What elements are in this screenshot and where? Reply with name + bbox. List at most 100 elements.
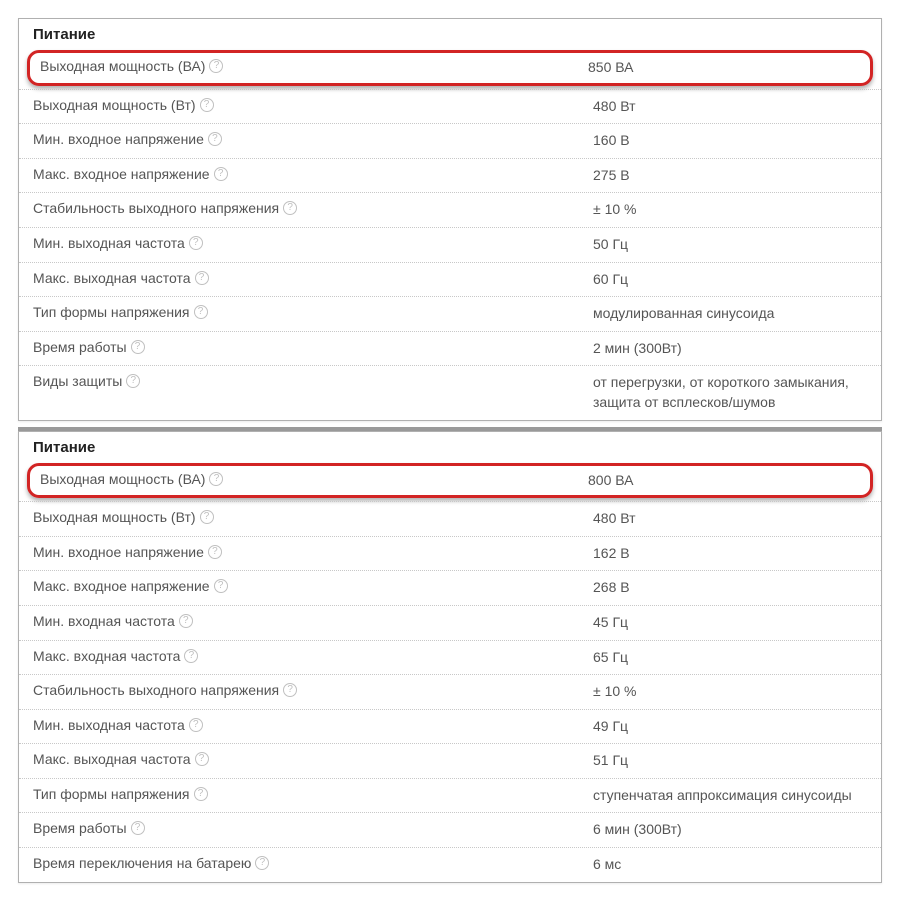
spec-row: Выходная мощность (ВА) ? 850 ВА bbox=[30, 53, 870, 83]
spec-row: Макс. входное напряжение?275 В bbox=[19, 158, 881, 193]
help-icon[interactable]: ? bbox=[209, 472, 223, 486]
spec-row: Мин. выходная частота?49 Гц bbox=[19, 709, 881, 744]
help-icon[interactable]: ? bbox=[179, 614, 193, 628]
help-icon[interactable]: ? bbox=[195, 752, 209, 766]
spec-label: Время работы? bbox=[33, 339, 593, 355]
highlighted-row: Выходная мощность (ВА) ? 850 ВА bbox=[27, 50, 873, 86]
spec-label: Тип формы напряжения? bbox=[33, 304, 593, 320]
spec-label: Макс. входная частота? bbox=[33, 648, 593, 664]
spec-label: Макс. входное напряжение? bbox=[33, 578, 593, 594]
panel-title: Питание bbox=[19, 432, 881, 460]
spec-value: 51 Гц bbox=[593, 751, 867, 771]
spec-row: Выходная мощность (Вт)?480 Вт bbox=[19, 501, 881, 536]
spec-value: 60 Гц bbox=[593, 270, 867, 290]
help-icon[interactable]: ? bbox=[200, 510, 214, 524]
spec-label-text: Виды защиты bbox=[33, 373, 122, 389]
spec-value: 268 В bbox=[593, 578, 867, 598]
spec-label-text: Мин. выходная частота bbox=[33, 235, 185, 251]
spec-label: Выходная мощность (Вт)? bbox=[33, 97, 593, 113]
spec-label-text: Выходная мощность (Вт) bbox=[33, 509, 196, 525]
spec-value: 65 Гц bbox=[593, 648, 867, 668]
spec-value: 2 мин (300Вт) bbox=[593, 339, 867, 359]
spec-row: Мин. входное напряжение?162 В bbox=[19, 536, 881, 571]
help-icon[interactable]: ? bbox=[195, 271, 209, 285]
spec-row: Время переключения на батарею? 6 мс bbox=[19, 847, 881, 882]
help-icon[interactable]: ? bbox=[255, 856, 269, 870]
spec-value: 275 В bbox=[593, 166, 867, 186]
spec-row: Мин. входная частота?45 Гц bbox=[19, 605, 881, 640]
spec-row: Выходная мощность (ВА) ? 800 ВА bbox=[30, 466, 870, 496]
help-icon[interactable]: ? bbox=[194, 305, 208, 319]
spec-label-text: Выходная мощность (ВА) bbox=[40, 58, 205, 74]
spec-value: 49 Гц bbox=[593, 717, 867, 737]
help-icon[interactable]: ? bbox=[208, 132, 222, 146]
help-icon[interactable]: ? bbox=[194, 787, 208, 801]
help-icon[interactable]: ? bbox=[200, 98, 214, 112]
spec-label: Выходная мощность (ВА) ? bbox=[40, 58, 588, 74]
spec-label: Макс. входное напряжение? bbox=[33, 166, 593, 182]
spec-label: Время работы? bbox=[33, 820, 593, 836]
spec-row: Стабильность выходного напряжения?± 10 % bbox=[19, 192, 881, 227]
spec-value: ступенчатая аппроксимация синусоиды bbox=[593, 786, 867, 806]
spec-label: Мин. выходная частота? bbox=[33, 717, 593, 733]
highlighted-row: Выходная мощность (ВА) ? 800 ВА bbox=[27, 463, 873, 499]
spec-value: модулированная синусоида bbox=[593, 304, 867, 324]
spec-value: 480 Вт bbox=[593, 97, 867, 117]
spec-label: Стабильность выходного напряжения? bbox=[33, 682, 593, 698]
spec-row: Время работы?6 мин (300Вт) bbox=[19, 812, 881, 847]
spec-label: Виды защиты? bbox=[33, 373, 593, 389]
spec-label-text: Стабильность выходного напряжения bbox=[33, 200, 279, 216]
spec-label-text: Мин. входное напряжение bbox=[33, 131, 204, 147]
spec-label-text: Время переключения на батарею bbox=[33, 855, 251, 871]
help-icon[interactable]: ? bbox=[184, 649, 198, 663]
spec-label-text: Макс. выходная частота bbox=[33, 751, 191, 767]
spec-value: 162 В bbox=[593, 544, 867, 564]
spec-label: Тип формы напряжения? bbox=[33, 786, 593, 802]
spec-row: Тип формы напряжения?ступенчатая аппрокс… bbox=[19, 778, 881, 813]
help-icon[interactable]: ? bbox=[209, 59, 223, 73]
spec-label-text: Мин. входная частота bbox=[33, 613, 175, 629]
spec-row: Макс. выходная частота? 60 Гц bbox=[19, 262, 881, 297]
spec-value: 850 ВА bbox=[588, 58, 860, 78]
spec-row: Мин. входное напряжение? 160 В bbox=[19, 123, 881, 158]
spec-row: Макс. входная частота?65 Гц bbox=[19, 640, 881, 675]
spec-row: Виды защиты?от перегрузки, от короткого … bbox=[19, 365, 881, 419]
spec-value: 6 мс bbox=[593, 855, 867, 875]
help-icon[interactable]: ? bbox=[214, 167, 228, 181]
spec-label: Стабильность выходного напряжения? bbox=[33, 200, 593, 216]
spec-value: 800 ВА bbox=[588, 471, 860, 491]
spec-row: Выходная мощность (Вт)?480 Вт bbox=[19, 89, 881, 124]
help-icon[interactable]: ? bbox=[214, 579, 228, 593]
spec-panel-2: Питание Выходная мощность (ВА) ? 800 ВА … bbox=[18, 431, 882, 883]
spec-value: 160 В bbox=[593, 131, 867, 151]
help-icon[interactable]: ? bbox=[126, 374, 140, 388]
spec-label: Выходная мощность (Вт)? bbox=[33, 509, 593, 525]
help-icon[interactable]: ? bbox=[131, 821, 145, 835]
spec-label: Мин. входное напряжение? bbox=[33, 544, 593, 560]
spec-label-text: Мин. выходная частота bbox=[33, 717, 185, 733]
spec-label-text: Выходная мощность (Вт) bbox=[33, 97, 196, 113]
help-icon[interactable]: ? bbox=[283, 683, 297, 697]
spec-label-text: Макс. выходная частота bbox=[33, 270, 191, 286]
spec-value: 6 мин (300Вт) bbox=[593, 820, 867, 840]
spec-label: Выходная мощность (ВА) ? bbox=[40, 471, 588, 487]
help-icon[interactable]: ? bbox=[283, 201, 297, 215]
spec-label: Макс. выходная частота? bbox=[33, 751, 593, 767]
spec-label-text: Стабильность выходного напряжения bbox=[33, 682, 279, 698]
spec-value: 45 Гц bbox=[593, 613, 867, 633]
help-icon[interactable]: ? bbox=[208, 545, 222, 559]
panel-title: Питание bbox=[19, 19, 881, 47]
help-icon[interactable]: ? bbox=[131, 340, 145, 354]
spec-row: Мин. выходная частота?50 Гц bbox=[19, 227, 881, 262]
help-icon[interactable]: ? bbox=[189, 236, 203, 250]
help-icon[interactable]: ? bbox=[189, 718, 203, 732]
spec-row: Время работы?2 мин (300Вт) bbox=[19, 331, 881, 366]
spec-row: Тип формы напряжения?модулированная сину… bbox=[19, 296, 881, 331]
spec-row: Макс. входное напряжение?268 В bbox=[19, 570, 881, 605]
spec-row: Макс. выходная частота?51 Гц bbox=[19, 743, 881, 778]
spec-label-text: Время работы bbox=[33, 339, 127, 355]
spec-label-text: Макс. входная частота bbox=[33, 648, 180, 664]
spec-value: 480 Вт bbox=[593, 509, 867, 529]
spec-label-text: Мин. входное напряжение bbox=[33, 544, 204, 560]
spec-label: Мин. входная частота? bbox=[33, 613, 593, 629]
